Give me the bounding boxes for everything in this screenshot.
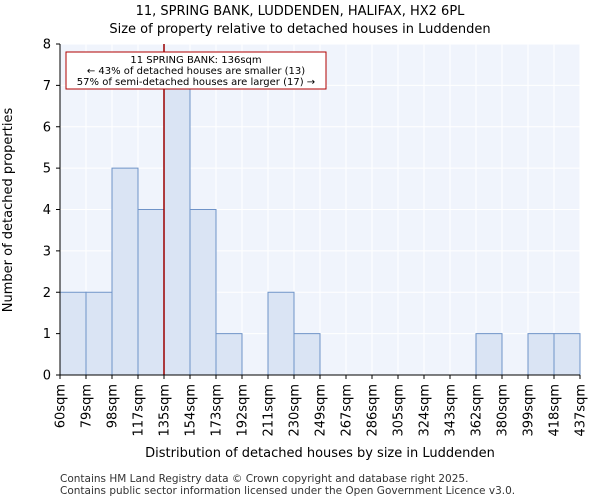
bar-173sqm: [215, 333, 243, 376]
bar-60sqm: [59, 291, 87, 376]
y-tick-label: 5: [43, 162, 51, 177]
chart-title: 11, SPRING BANK, LUDDENDEN, HALIFAX, HX2…: [136, 4, 466, 19]
bar-135sqm: [163, 84, 191, 376]
x-tick-label: 173sqm: [210, 384, 225, 437]
x-tick-label: 362sqm: [470, 384, 485, 437]
x-tick-label: 305sqm: [392, 384, 407, 437]
y-tick-labels: 0 1 2 3 4 5 6 7 8: [43, 38, 51, 384]
y-tick-label: 7: [43, 79, 51, 94]
bars: [59, 84, 581, 376]
x-tick-label: 267sqm: [340, 384, 355, 437]
x-tick-label: 192sqm: [236, 384, 251, 437]
y-tick-label: 0: [43, 369, 51, 384]
annotation-box: 11 SPRING BANK: 136sqm ← 43% of detached…: [65, 51, 327, 90]
x-tick-label: 399sqm: [522, 384, 537, 437]
y-axis-label: Number of detached properties: [1, 108, 16, 313]
x-tick-label: 380sqm: [496, 384, 511, 437]
x-tick-label: 135sqm: [158, 384, 173, 437]
bar-230sqm: [293, 333, 321, 376]
x-tick-label: 211sqm: [262, 384, 277, 437]
y-tick-label: 8: [43, 38, 51, 53]
x-tick-label: 343sqm: [444, 384, 459, 437]
annotation-line-1: 11 SPRING BANK: 136sqm: [130, 55, 261, 66]
x-tick-label: 418sqm: [548, 384, 563, 437]
annotation-line-3: 57% of semi-detached houses are larger (…: [77, 77, 315, 88]
y-tick-label: 1: [43, 327, 51, 342]
bar-98sqm: [111, 167, 139, 376]
annotation-frame: [65, 51, 327, 90]
x-tick-label: 117sqm: [132, 384, 147, 437]
x-axis-label: Distribution of detached houses by size …: [145, 446, 495, 461]
footer-line-1: Contains HM Land Registry data © Crown c…: [60, 473, 468, 485]
bar-79sqm: [85, 291, 113, 376]
x-tick-label: 98sqm: [106, 384, 121, 428]
x-tick-label: 437sqm: [574, 384, 589, 437]
footer-line-2: Contains public sector information licen…: [60, 485, 515, 497]
bar-154sqm: [189, 209, 217, 376]
x-tick-label: 249sqm: [314, 384, 329, 437]
annotation-line-2: ← 43% of detached houses are smaller (13…: [87, 66, 305, 77]
x-tick-label: 154sqm: [184, 384, 199, 437]
x-tick-label: 60sqm: [54, 384, 69, 428]
x-tick-label: 324sqm: [418, 384, 433, 437]
y-tick-label: 2: [43, 286, 51, 301]
bar-362sqm: [475, 333, 503, 376]
y-tick-label: 3: [43, 244, 51, 259]
y-tick-label: 6: [43, 120, 51, 135]
x-tick-labels: 60sqm 79sqm 98sqm 117sqm 135sqm 154sqm 173sqm 1…: [54, 384, 589, 437]
x-tick-label: 79sqm: [80, 384, 95, 428]
x-tick-label: 230sqm: [288, 384, 303, 437]
x-tick-label: 286sqm: [366, 384, 381, 437]
bar-211sqm: [267, 291, 295, 376]
chart-subtitle: Size of property relative to detached ho…: [109, 22, 490, 37]
y-tick-label: 4: [43, 203, 51, 218]
bar-117sqm: [137, 209, 165, 376]
bar-399sqm: [527, 333, 555, 376]
bar-418sqm: [553, 333, 581, 376]
axes: [56, 43, 581, 379]
